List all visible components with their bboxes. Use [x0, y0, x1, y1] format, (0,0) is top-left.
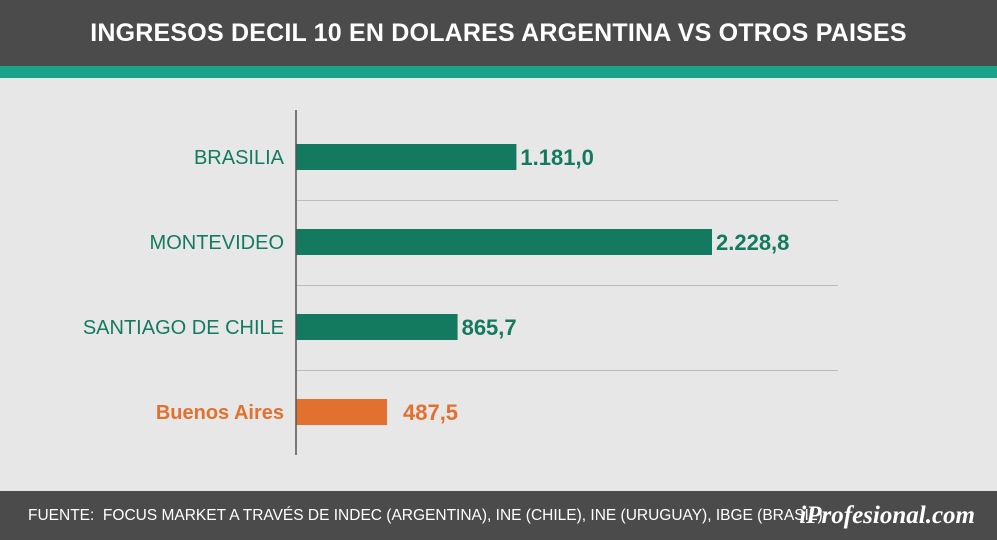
value-label: 1.181,0: [520, 145, 593, 170]
value-label: 487,5: [403, 400, 458, 425]
header-bar: INGRESOS DECIL 10 EN DOLARES ARGENTINA V…: [0, 0, 997, 66]
bar-chart: BRASILIA 1.181,0 MONTEVIDEO 2.228,8 SANTIAGO…: [83, 110, 838, 455]
source-note: FUENTE: FOCUS MARKET A TRAVÉS DE INDEC (…: [28, 507, 823, 524]
bar: [296, 229, 712, 255]
bar: [296, 144, 517, 170]
bar: [296, 314, 458, 340]
bar: [296, 399, 387, 425]
chart-title: INGRESOS DECIL 10 EN DOLARES ARGENTINA V…: [90, 18, 907, 47]
footer-bar: FUENTE: FOCUS MARKET A TRAVÉS DE INDEC (…: [0, 491, 997, 540]
accent-stripe: [0, 66, 997, 78]
category-label: BRASILIA: [194, 147, 285, 169]
value-label: 2.228,8: [716, 230, 789, 255]
brand-logo: iProfesional.com: [799, 502, 975, 529]
category-label: Buenos Aires: [156, 402, 284, 424]
category-label: MONTEVIDEO: [150, 232, 284, 254]
value-label: 865,7: [462, 315, 517, 340]
category-label: SANTIAGO DE CHILE: [83, 317, 284, 339]
